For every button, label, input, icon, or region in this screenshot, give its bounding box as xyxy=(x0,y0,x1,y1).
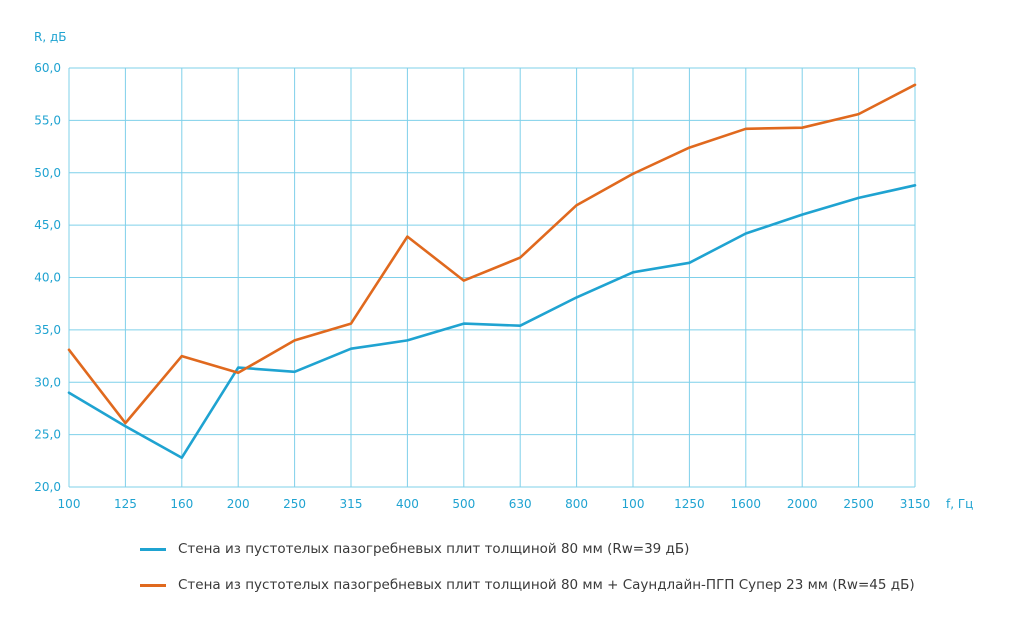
x-tick-label: 100 xyxy=(58,497,81,511)
x-tick-label: 400 xyxy=(396,497,419,511)
x-tick-label: 160 xyxy=(170,497,193,511)
y-tick-label: 60,0 xyxy=(34,61,61,75)
y-axis-label: R, дБ xyxy=(34,30,67,44)
y-tick-label: 35,0 xyxy=(34,323,61,337)
x-tick-label: 250 xyxy=(283,497,306,511)
x-tick-label: 1250 xyxy=(674,497,705,511)
x-tick-label: 2500 xyxy=(843,497,874,511)
x-tick-label: 630 xyxy=(509,497,532,511)
legend-swatch-orange xyxy=(140,583,166,587)
x-tick-label: 315 xyxy=(340,497,363,511)
legend-label: Стена из пустотелых пазогребневых плит т… xyxy=(178,541,690,557)
x-tick-label: 500 xyxy=(452,497,475,511)
x-tick-label: 1600 xyxy=(731,497,762,511)
y-tick-label: 50,0 xyxy=(34,166,61,180)
y-tick-label: 20,0 xyxy=(34,480,61,494)
y-tick-label: 25,0 xyxy=(34,428,61,442)
x-tick-label: 200 xyxy=(227,497,250,511)
y-tick-labels: 20,0 25,0 30,0 35,0 40,0 45,0 50,0 55,0 60,0 xyxy=(34,61,61,494)
x-tick-label: 3150 xyxy=(900,497,931,511)
x-tick-labels: 100 125 160 200 250 315 400 500 630 800 100 1250 160… xyxy=(58,497,931,511)
x-tick-label: 2000 xyxy=(787,497,818,511)
x-tick-label: 800 xyxy=(565,497,588,511)
x-tick-label: 125 xyxy=(114,497,137,511)
series-lines xyxy=(67,83,917,460)
y-tick-label: 30,0 xyxy=(34,375,61,389)
x-axis-label: f, Гц xyxy=(946,497,973,511)
y-tick-label: 55,0 xyxy=(34,113,61,127)
legend-swatch-blue xyxy=(140,547,166,551)
series-line-1 xyxy=(67,184,917,460)
series-line-2 xyxy=(67,83,917,425)
y-tick-label: 40,0 xyxy=(34,271,61,285)
chart-grid xyxy=(68,67,916,488)
legend-item-series-2: Стена из пустотелых пазогребневых плит т… xyxy=(140,577,915,593)
legend-label: Стена из пустотелых пазогребневых плит т… xyxy=(178,577,915,593)
legend-item-series-1: Стена из пустотелых пазогребневых плит т… xyxy=(140,541,689,557)
x-tick-label: 100 xyxy=(622,497,645,511)
y-tick-label: 45,0 xyxy=(34,218,61,232)
